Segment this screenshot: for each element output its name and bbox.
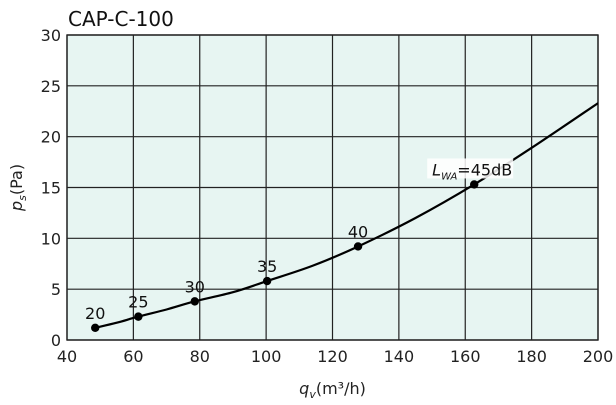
marker-label-20: 20 <box>85 304 105 323</box>
marker-point-20 <box>91 323 100 332</box>
y-tick-label-6: 30 <box>41 26 61 45</box>
y-axis-label: ps(Pa) <box>7 164 29 212</box>
marker-label-25: 25 <box>128 293 148 312</box>
marker-label-30: 30 <box>185 277 205 296</box>
x-tick-label-7: 180 <box>516 347 547 366</box>
marker-label-prefix-sub: WA <box>441 171 457 182</box>
y-tick-label-4: 20 <box>41 128 61 147</box>
x-axis-label-main: q <box>299 379 309 398</box>
x-axis-tick-labels: 40 60 80 100 120 140 160 180 200 <box>57 347 613 366</box>
x-tick-label-2: 80 <box>190 347 210 366</box>
y-tick-label-2: 10 <box>41 229 61 248</box>
x-tick-label-1: 60 <box>123 347 143 366</box>
y-tick-label-5: 25 <box>41 77 61 96</box>
x-axis-label-sub: v <box>309 388 316 401</box>
marker-label-prefix-sign: = <box>457 160 470 179</box>
marker-label-35: 35 <box>257 257 277 276</box>
marker-point-45dB <box>470 180 479 189</box>
y-tick-label-1: 5 <box>51 280 61 299</box>
x-axis-label: qv(m³/h) <box>299 379 366 401</box>
marker-point-25 <box>134 312 143 321</box>
curve-markers: 20 25 30 35 40 LWA=45dB <box>85 158 514 332</box>
plot-frame <box>66 34 599 341</box>
marker-point-35 <box>262 276 272 286</box>
y-axis-label-main: p <box>7 201 26 212</box>
x-tick-label-5: 140 <box>384 347 415 366</box>
y-axis-tick-labels: 0 5 10 15 20 25 30 <box>41 26 61 350</box>
x-tick-label-6: 160 <box>450 347 481 366</box>
marker-label-prefix-main: L <box>432 160 441 179</box>
x-tick-label-4: 120 <box>317 347 348 366</box>
x-tick-label-8: 200 <box>583 347 614 366</box>
marker-point-40 <box>353 242 363 251</box>
y-axis-label-sub: s <box>16 195 29 201</box>
marker-label-background <box>427 158 514 179</box>
x-axis-label-unit: (m³/h) <box>316 379 366 398</box>
marker-point-30 <box>190 297 199 306</box>
x-tick-label-0: 40 <box>57 347 77 366</box>
marker-label-40: 40 <box>348 222 368 241</box>
chart-title: CAP-C-100 <box>68 7 174 31</box>
y-tick-label-3: 15 <box>41 179 61 198</box>
y-axis-label-unit: (Pa) <box>7 164 26 195</box>
marker-label-45dB: LWA=45dB <box>432 160 512 182</box>
marker-label-value: 45dB <box>471 160 513 179</box>
x-tick-label-3: 100 <box>251 347 282 366</box>
y-tick-label-0: 0 <box>51 331 61 350</box>
